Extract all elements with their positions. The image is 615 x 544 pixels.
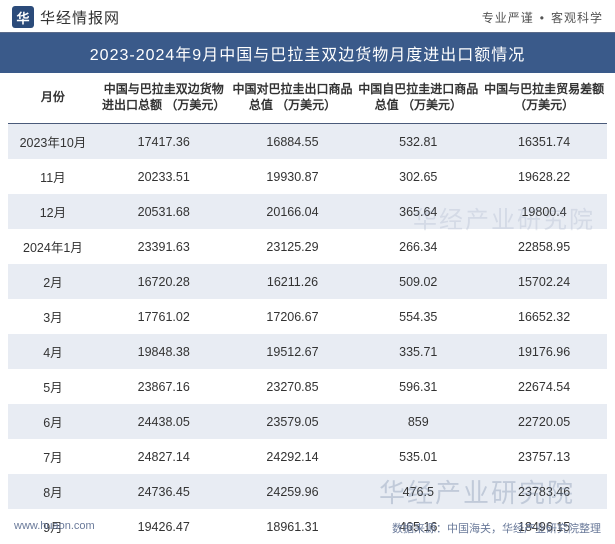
table-cell: 15702.24 xyxy=(481,264,607,299)
logo-text: 华经情报网 xyxy=(40,7,120,28)
table-cell: 476.5 xyxy=(355,474,481,509)
table-cell: 535.01 xyxy=(355,439,481,474)
table-cell: 19930.87 xyxy=(230,159,356,194)
table-cell: 16884.55 xyxy=(230,124,356,160)
table-cell: 24292.14 xyxy=(230,439,356,474)
table-cell: 19800.4 xyxy=(481,194,607,229)
table-cell: 2月 xyxy=(8,264,98,299)
table-row: 2024年1月23391.6323125.29266.3422858.95 xyxy=(8,229,607,264)
slogan-left: 专业严谨 xyxy=(482,11,534,25)
table-row: 7月24827.1424292.14535.0123757.13 xyxy=(8,439,607,474)
table-cell: 22674.54 xyxy=(481,369,607,404)
table-cell: 20166.04 xyxy=(230,194,356,229)
table-cell: 17206.67 xyxy=(230,299,356,334)
table-cell: 5月 xyxy=(8,369,98,404)
table-cell: 8月 xyxy=(8,474,98,509)
table-row: 3月17761.0217206.67554.3516652.32 xyxy=(8,299,607,334)
table-cell: 532.81 xyxy=(355,124,481,160)
slogan: 专业严谨•客观科学 xyxy=(482,9,603,26)
table-cell: 19512.67 xyxy=(230,334,356,369)
table-cell: 24736.45 xyxy=(98,474,230,509)
footer-site: www.huaon.com xyxy=(14,520,95,536)
table-cell: 22720.05 xyxy=(481,404,607,439)
table-cell: 2024年1月 xyxy=(8,229,98,264)
slogan-right: 客观科学 xyxy=(551,11,603,25)
table-cell: 23391.63 xyxy=(98,229,230,264)
table-cell: 20531.68 xyxy=(98,194,230,229)
table-cell: 859 xyxy=(355,404,481,439)
table-row: 11月20233.5119930.87302.6519628.22 xyxy=(8,159,607,194)
table-row: 5月23867.1623270.85596.3122674.54 xyxy=(8,369,607,404)
table-cell: 596.31 xyxy=(355,369,481,404)
table-row: 8月24736.4524259.96476.523783.46 xyxy=(8,474,607,509)
table-cell: 17417.36 xyxy=(98,124,230,160)
data-table-wrap: 月份 中国与巴拉圭双边货物进出口总额 （万美元） 中国对巴拉圭出口商品总值 （万… xyxy=(0,73,615,544)
table-row: 6月24438.0523579.0585922720.05 xyxy=(8,404,607,439)
col-header-month: 月份 xyxy=(8,73,98,124)
col-header-import: 中国自巴拉圭进口商品总值 （万美元） xyxy=(355,73,481,124)
table-cell: 24827.14 xyxy=(98,439,230,474)
table-cell: 24259.96 xyxy=(230,474,356,509)
table-cell: 19176.96 xyxy=(481,334,607,369)
table-cell: 554.35 xyxy=(355,299,481,334)
table-row: 2023年10月17417.3616884.55532.8116351.74 xyxy=(8,124,607,160)
table-cell: 335.71 xyxy=(355,334,481,369)
table-cell: 3月 xyxy=(8,299,98,334)
logo-mark: 华 xyxy=(12,6,34,28)
table-cell: 24438.05 xyxy=(98,404,230,439)
table-cell: 23757.13 xyxy=(481,439,607,474)
table-cell: 4月 xyxy=(8,334,98,369)
table-row: 2月16720.2816211.26509.0215702.24 xyxy=(8,264,607,299)
footer-source: 数据来源：中国海关，华经产业研究院整理 xyxy=(392,520,601,536)
table-cell: 2023年10月 xyxy=(8,124,98,160)
table-cell: 12月 xyxy=(8,194,98,229)
table-cell: 302.65 xyxy=(355,159,481,194)
table-cell: 23783.46 xyxy=(481,474,607,509)
data-table: 月份 中国与巴拉圭双边货物进出口总额 （万美元） 中国对巴拉圭出口商品总值 （万… xyxy=(8,73,607,544)
logo: 华 华经情报网 xyxy=(12,6,120,28)
col-header-export: 中国对巴拉圭出口商品总值 （万美元） xyxy=(230,73,356,124)
table-cell: 19628.22 xyxy=(481,159,607,194)
table-cell: 23867.16 xyxy=(98,369,230,404)
table-cell: 16652.32 xyxy=(481,299,607,334)
table-row: 12月20531.6820166.04365.6419800.4 xyxy=(8,194,607,229)
col-header-balance: 中国与巴拉圭贸易差额 （万美元） xyxy=(481,73,607,124)
table-title: 2023-2024年9月中国与巴拉圭双边货物月度进出口额情况 xyxy=(0,33,615,73)
table-header-row: 月份 中国与巴拉圭双边货物进出口总额 （万美元） 中国对巴拉圭出口商品总值 （万… xyxy=(8,73,607,124)
table-cell: 16720.28 xyxy=(98,264,230,299)
table-cell: 11月 xyxy=(8,159,98,194)
table-cell: 365.64 xyxy=(355,194,481,229)
top-bar: 华 华经情报网 专业严谨•客观科学 xyxy=(0,0,615,33)
table-cell: 20233.51 xyxy=(98,159,230,194)
table-cell: 6月 xyxy=(8,404,98,439)
table-cell: 266.34 xyxy=(355,229,481,264)
table-cell: 16351.74 xyxy=(481,124,607,160)
table-cell: 7月 xyxy=(8,439,98,474)
table-cell: 22858.95 xyxy=(481,229,607,264)
table-cell: 23579.05 xyxy=(230,404,356,439)
table-cell: 19848.38 xyxy=(98,334,230,369)
footer: www.huaon.com 数据来源：中国海关，华经产业研究院整理 xyxy=(0,520,615,536)
table-cell: 23270.85 xyxy=(230,369,356,404)
table-cell: 17761.02 xyxy=(98,299,230,334)
col-header-total: 中国与巴拉圭双边货物进出口总额 （万美元） xyxy=(98,73,230,124)
table-row: 4月19848.3819512.67335.7119176.96 xyxy=(8,334,607,369)
table-cell: 23125.29 xyxy=(230,229,356,264)
table-cell: 509.02 xyxy=(355,264,481,299)
table-cell: 16211.26 xyxy=(230,264,356,299)
